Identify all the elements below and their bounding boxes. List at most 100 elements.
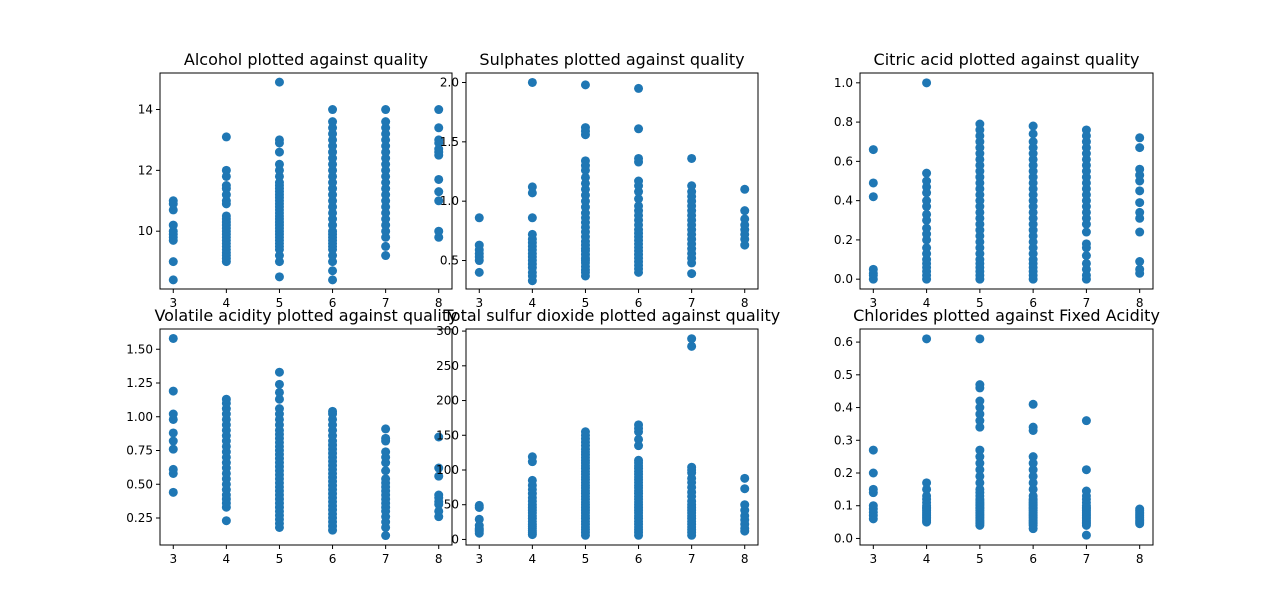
x-tick-label: 4 — [223, 296, 231, 310]
scatter-point — [1081, 486, 1091, 496]
x-tick-label: 7 — [382, 552, 390, 566]
scatter-point — [221, 394, 231, 404]
scatter-point — [1135, 207, 1145, 217]
y-tick-label: 12 — [138, 163, 153, 177]
x-tick-label: 8 — [741, 552, 749, 566]
scatter-point — [922, 491, 932, 501]
scatter-point — [580, 427, 590, 437]
scatter-series — [474, 77, 750, 286]
scatter-point — [1028, 478, 1038, 488]
subplot-4: Volatile acidity plotted against quality… — [126, 306, 457, 566]
y-tick-label: 0.0 — [834, 531, 853, 545]
x-tick-label: 6 — [1029, 552, 1037, 566]
scatter-point — [740, 206, 750, 216]
scatter-point — [868, 445, 878, 455]
subplot-3: Citric acid plotted against quality 3 4 5 6 7… — [834, 50, 1154, 310]
scatter-point — [580, 172, 590, 182]
y-tick-label: 1.25 — [126, 376, 153, 390]
scatter-point — [634, 420, 644, 430]
scatter-point — [922, 243, 932, 253]
scatter-point — [975, 445, 985, 455]
scatter-point — [580, 123, 590, 133]
scatter-point — [1028, 465, 1038, 475]
scatter-point — [868, 178, 878, 188]
scatter-point — [1028, 452, 1038, 462]
scatter-point — [168, 220, 178, 230]
scatter-point — [168, 386, 178, 396]
y-tick-label: 0.5 — [834, 368, 853, 382]
y-tick-label: 0.1 — [834, 499, 853, 513]
subplot-6: Chlorides plotted against Fixed Acidity 3… — [834, 306, 1160, 566]
scatter-point — [634, 441, 644, 451]
scatter-point — [527, 213, 537, 223]
scatter-point — [922, 478, 932, 488]
scatter-point — [1081, 227, 1091, 237]
scatter-point — [740, 184, 750, 194]
x-tick-label: 3 — [475, 296, 483, 310]
scatter-point — [1135, 133, 1145, 143]
scatter-point — [1081, 416, 1091, 426]
scatter-point — [168, 436, 178, 446]
scatter-point — [975, 119, 985, 129]
scatter-point — [1081, 530, 1091, 540]
scatter-point — [975, 334, 985, 344]
scatter-series — [474, 334, 750, 540]
scatter-point — [1081, 125, 1091, 135]
scatter-point — [687, 269, 697, 279]
scatter-point — [381, 433, 391, 443]
scatter-point — [1028, 422, 1038, 432]
scatter-point — [580, 80, 590, 90]
scatter-point — [274, 404, 284, 414]
x-tick-label: 6 — [329, 296, 337, 310]
scatter-point — [687, 153, 697, 163]
y-tick-label: 300 — [436, 324, 459, 338]
y-tick-label: 100 — [436, 463, 459, 477]
scatter-point — [168, 487, 178, 497]
y-tick-label: 0.2 — [834, 466, 853, 480]
scatter-point — [922, 334, 932, 344]
subplot-title: Sulphates plotted against quality — [479, 50, 744, 69]
scatter-point — [634, 455, 644, 465]
x-tick-label: 6 — [635, 296, 643, 310]
y-tick-label: 1.0 — [440, 194, 459, 208]
scatter-point — [634, 176, 644, 186]
y-tick-label: 14 — [138, 103, 153, 117]
scatter-point — [1028, 471, 1038, 481]
scatter-point — [274, 159, 284, 169]
scatter-point — [434, 226, 444, 236]
y-tick-label: 2.0 — [440, 75, 459, 89]
x-tick-label: 4 — [223, 552, 231, 566]
x-tick-label: 3 — [169, 552, 177, 566]
subplot-title: Chlorides plotted against Fixed Acidity — [853, 306, 1160, 325]
scatter-point — [868, 192, 878, 202]
scatter-point — [634, 83, 644, 93]
x-tick-label: 3 — [475, 552, 483, 566]
y-tick-label: 200 — [436, 394, 459, 408]
y-tick-label: 1.50 — [126, 342, 153, 356]
scatter-series — [168, 333, 444, 541]
scatter-point — [274, 379, 284, 389]
scatter-point — [740, 500, 750, 510]
x-tick-label: 6 — [1029, 296, 1037, 310]
scatter-series — [168, 77, 444, 285]
scatter-point — [975, 478, 985, 488]
scatter-point — [381, 241, 391, 251]
scatter-point — [868, 145, 878, 155]
scatter-point — [922, 196, 932, 206]
y-tick-label: 10 — [138, 224, 153, 238]
x-tick-label: 7 — [1083, 552, 1091, 566]
subplot-5: Total sulfur dioxide plotted against qua… — [436, 306, 780, 566]
scatter-point — [922, 209, 932, 219]
subplot-1: Alcohol plotted against quality 3 4 5 6 7 8 10 1… — [138, 50, 453, 310]
scatter-point — [975, 396, 985, 406]
x-tick-label: 4 — [529, 296, 537, 310]
axes-frame — [465, 72, 759, 290]
x-tick-label: 8 — [435, 552, 443, 566]
scatter-series — [868, 334, 1145, 540]
y-tick-label: 1.5 — [440, 135, 459, 149]
scatter-point — [1081, 251, 1091, 261]
scatter-point — [1135, 198, 1145, 208]
scatter-point — [975, 471, 985, 481]
axes-frame — [465, 328, 759, 546]
